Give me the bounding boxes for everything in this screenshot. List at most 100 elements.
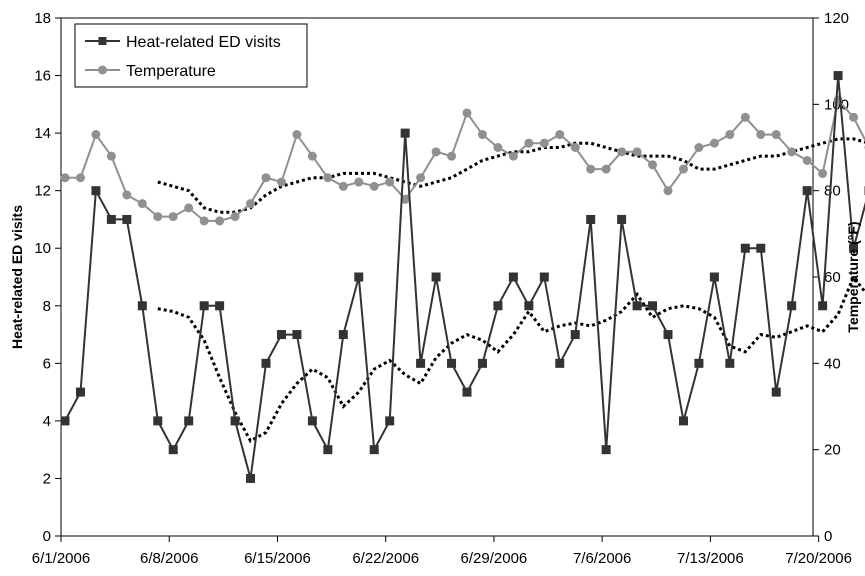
- temperature-point: [818, 169, 827, 178]
- temperature-point: [493, 143, 502, 152]
- visits-point: [694, 359, 703, 368]
- temperature-point: [586, 165, 595, 174]
- temperature-point: [571, 143, 580, 152]
- right-tick-label: 60: [824, 269, 841, 286]
- visits-point: [633, 301, 642, 310]
- temperature-point: [153, 212, 162, 221]
- temperature-point: [710, 139, 719, 148]
- temperature-point: [694, 143, 703, 152]
- temperature-point: [540, 139, 549, 148]
- temperature-point: [246, 199, 255, 208]
- x-tick-label: 6/15/2006: [244, 550, 311, 567]
- temperature-point: [633, 147, 642, 156]
- temperature-point: [463, 108, 472, 117]
- temperature-point: [478, 130, 487, 139]
- temperature-point: [416, 173, 425, 182]
- visits-point: [138, 301, 147, 310]
- visits-point: [447, 359, 456, 368]
- y-left-axis-label: Heat-related ED visits: [9, 205, 25, 349]
- visits-point: [664, 330, 673, 339]
- visits-point: [710, 273, 719, 282]
- right-tick-label: 120: [824, 10, 849, 27]
- temperature-point: [509, 152, 518, 161]
- visits-point: [725, 359, 734, 368]
- x-axis: 6/1/2006 6/8/2006 6/15/2006 6/22/2006 6/29/2…: [32, 536, 852, 567]
- visits-point: [184, 416, 193, 425]
- visits-point: [339, 330, 348, 339]
- legend: Heat-related ED visits Temperature: [75, 24, 307, 87]
- visits-point: [571, 330, 580, 339]
- visits-point: [602, 445, 611, 454]
- right-tick-label: 0: [824, 528, 832, 545]
- temperature-point: [648, 160, 657, 169]
- temperature-point: [91, 130, 100, 139]
- right-tick-label: 80: [824, 183, 841, 200]
- temperature-point: [354, 178, 363, 187]
- temperature-point: [308, 152, 317, 161]
- left-tick-label: 12: [34, 183, 51, 200]
- temperature-point: [323, 173, 332, 182]
- visits-point: [262, 359, 271, 368]
- temperature-point: [61, 173, 70, 182]
- visits-point: [803, 186, 812, 195]
- visits-point: [277, 330, 286, 339]
- temperature-point: [787, 147, 796, 156]
- temperature-point: [122, 190, 131, 199]
- x-tick-label: 6/29/2006: [461, 550, 528, 567]
- temperature-point: [447, 152, 456, 161]
- temperature-point: [292, 130, 301, 139]
- temperature-point: [725, 130, 734, 139]
- visits-point: [215, 301, 224, 310]
- left-tick-label: 16: [34, 68, 51, 85]
- visits-point: [648, 301, 657, 310]
- left-tick-label: 10: [34, 240, 51, 257]
- visits-point: [122, 215, 131, 224]
- temperature-point: [215, 216, 224, 225]
- visits-point: [818, 301, 827, 310]
- x-tick-label: 6/22/2006: [352, 550, 419, 567]
- temperature-point: [169, 212, 178, 221]
- visits-point: [679, 416, 688, 425]
- visits-point: [478, 359, 487, 368]
- visits-point: [834, 71, 843, 80]
- right-tick-label: 40: [824, 355, 841, 372]
- visits-point: [107, 215, 116, 224]
- visits-point: [756, 244, 765, 253]
- temperature-point: [679, 165, 688, 174]
- visits-point: [555, 359, 564, 368]
- visits-point: [231, 416, 240, 425]
- temperature-point: [756, 130, 765, 139]
- legend-label-temperature: Temperature: [126, 63, 216, 80]
- right-tick-label: 20: [824, 442, 841, 459]
- visits-point: [493, 301, 502, 310]
- temperature-point: [385, 178, 394, 187]
- temperature-point: [524, 139, 533, 148]
- temperature-point: [772, 130, 781, 139]
- visits-point: [370, 445, 379, 454]
- visits-point: [308, 416, 317, 425]
- temperature-point: [432, 147, 441, 156]
- visits-point: [787, 301, 796, 310]
- temperature-point: [231, 212, 240, 221]
- left-tick-label: 0: [43, 528, 51, 545]
- temperature-point: [107, 152, 116, 161]
- temperature-point: [849, 113, 858, 122]
- visits-point: [246, 474, 255, 483]
- x-tick-label: 7/13/2006: [677, 550, 744, 567]
- legend-label-visits: Heat-related ED visits: [126, 34, 281, 51]
- legend-marker-temperature: [98, 66, 107, 75]
- visits-point: [540, 273, 549, 282]
- temperature-point: [76, 173, 85, 182]
- visits-point: [292, 330, 301, 339]
- visits-point: [617, 215, 626, 224]
- visits-point: [416, 359, 425, 368]
- visits-point: [432, 273, 441, 282]
- left-tick-label: 8: [43, 298, 51, 315]
- x-tick-label: 6/1/2006: [32, 550, 90, 567]
- left-tick-label: 6: [43, 355, 51, 372]
- legend-marker-visits: [99, 37, 107, 45]
- visits-point: [772, 388, 781, 397]
- x-tick-label: 6/8/2006: [140, 550, 198, 567]
